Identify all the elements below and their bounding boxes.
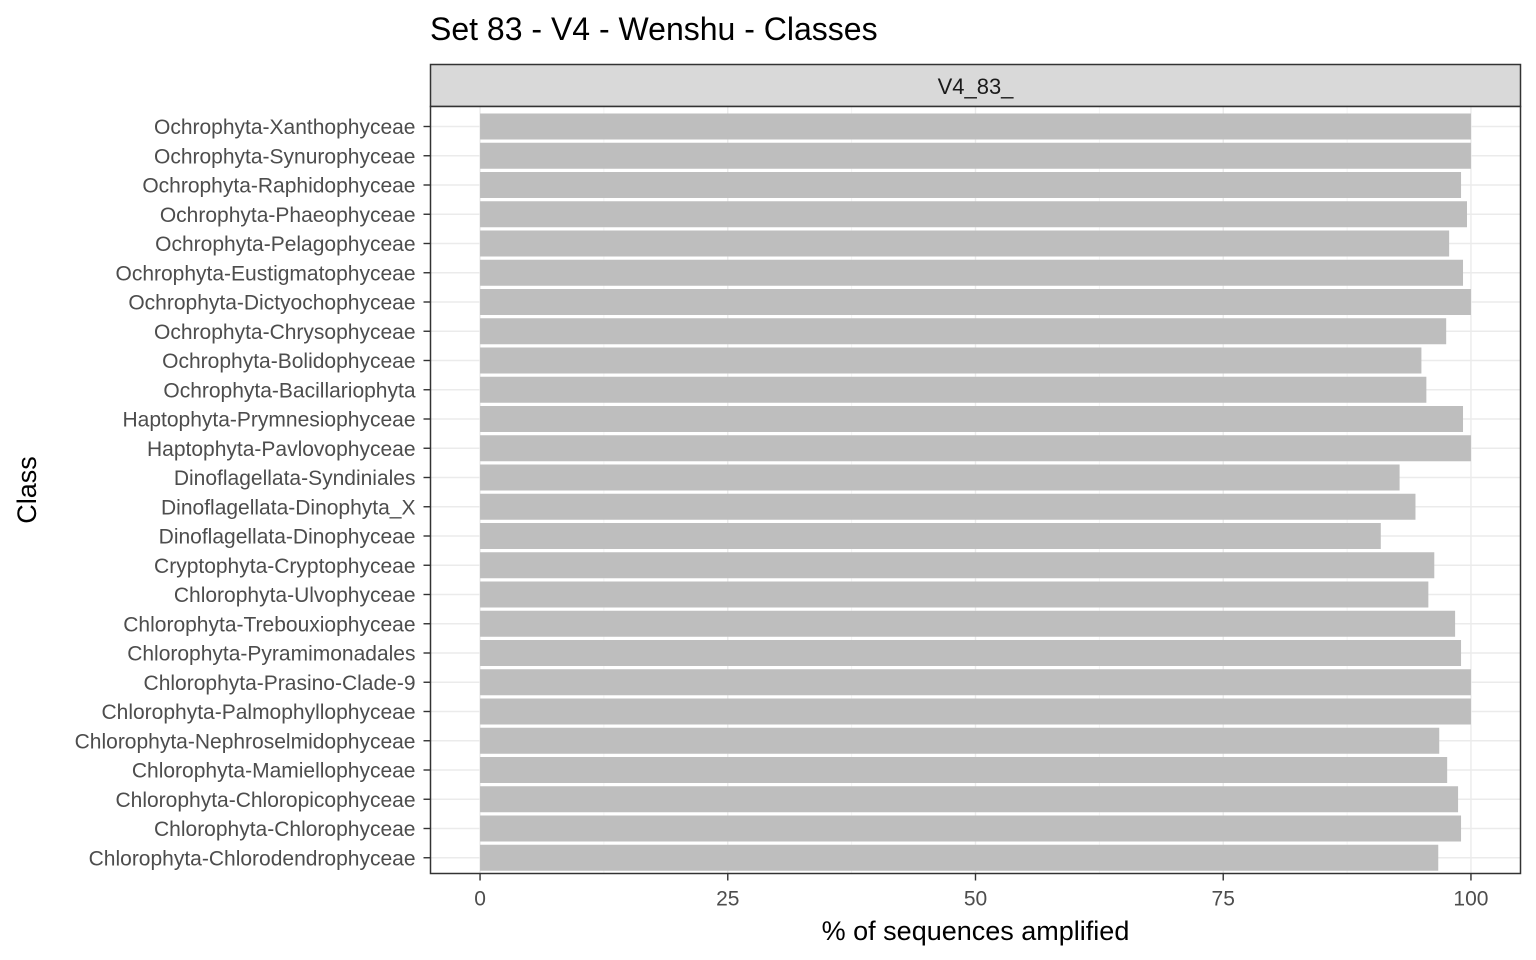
y-tick-label: Ochrophyta-Bacillariophyta: [163, 379, 415, 402]
facet-strip: [429, 63, 1522, 108]
bar: [480, 464, 1400, 491]
bar: [480, 289, 1471, 315]
bars: [480, 113, 1471, 871]
x-tick-label: 75: [1212, 888, 1235, 911]
bar: [480, 493, 1416, 520]
bar: [480, 259, 1464, 286]
y-tick-label: Ochrophyta-Raphidophyceae: [142, 175, 415, 198]
y-tick-label: Ochrophyta-Phaeophyceae: [160, 204, 416, 227]
y-tick-label: Ochrophyta-Pelagophyceae: [155, 233, 415, 256]
bar: [480, 757, 1448, 783]
bar: [480, 523, 1381, 549]
y-tick-label: Chlorophyta-Chloropicophyceae: [115, 789, 415, 812]
bar: [480, 669, 1471, 696]
y-tick-label: Dinoflagellata-Dinophyta_X: [161, 496, 416, 519]
x-axis-title: % of sequences amplified: [822, 916, 1130, 946]
x-tick-label: 100: [1453, 888, 1488, 911]
bar: [480, 113, 1471, 140]
y-tick-label: Chlorophyta-Chlorophyceae: [154, 818, 416, 841]
y-axis-title: Class: [12, 456, 42, 524]
y-tick-label: Chlorophyta-Mamiellophyceae: [132, 760, 416, 783]
x-tick-label: 25: [716, 888, 739, 911]
y-tick-label: Haptophyta-Pavlovophyceae: [147, 438, 416, 461]
y-tick-label: Chlorophyta-Prasino-Clade-9: [144, 672, 416, 695]
y-tick-label: Haptophyta-Prymnesiophyceae: [123, 409, 416, 432]
bar: [480, 640, 1462, 666]
bar: [480, 610, 1456, 637]
y-tick-label: Dinoflagellata-Dinophyceae: [159, 526, 416, 549]
bar: [480, 844, 1439, 871]
chart-title: Set 83 - V4 - Wenshu - Classes: [430, 11, 878, 47]
y-tick-label: Chlorophyta-Pyramimonadales: [127, 643, 415, 666]
y-tick-label: Ochrophyta-Dictyochophyceae: [128, 292, 415, 315]
bar: [480, 376, 1427, 403]
y-tick-label: Chlorophyta-Palmophyllophyceae: [101, 701, 415, 724]
y-tick-label: Chlorophyta-Chlorodendrophyceae: [89, 847, 416, 870]
bar: [480, 815, 1462, 842]
bar: [480, 318, 1447, 345]
bar: [480, 786, 1459, 813]
bar: [480, 142, 1471, 169]
bar: [480, 698, 1471, 725]
y-tick-label: Ochrophyta-Synurophyceae: [154, 145, 416, 168]
bar: [480, 347, 1422, 374]
y-tick-label: Ochrophyta-Eustigmatophyceae: [116, 262, 416, 285]
y-tick-label: Chlorophyta-Nephroselmidophyceae: [75, 730, 416, 753]
y-tick-label: Ochrophyta-Bolidophyceae: [162, 350, 415, 373]
y-tick-label: Dinoflagellata-Syndiniales: [174, 467, 416, 490]
bar: [480, 230, 1450, 257]
x-tick-label: 0: [474, 888, 486, 911]
bar: [480, 727, 1440, 754]
bar: [480, 406, 1464, 432]
bar: [480, 201, 1467, 228]
y-tick-label: Chlorophyta-Trebouxiophyceae: [123, 613, 415, 636]
y-tick-label: Chlorophyta-Ulvophyceae: [174, 584, 416, 607]
y-tick-label: Ochrophyta-Xanthophyceae: [154, 116, 416, 139]
y-tick-label: Ochrophyta-Chrysophyceae: [154, 321, 415, 344]
y-tick-label: Cryptophyta-Cryptophyceae: [154, 555, 415, 578]
bar: [480, 435, 1471, 462]
x-tick-label: 50: [964, 888, 987, 911]
bar: [480, 172, 1462, 198]
facet-label: V4_83_: [938, 74, 1015, 99]
y-axis: Ochrophyta-Xanthophyceae Ochrophyta-Synur…: [75, 116, 431, 870]
x-axis: 0 25 50 75 100: [474, 873, 1488, 911]
bar: [480, 552, 1435, 579]
bar: [480, 581, 1429, 608]
